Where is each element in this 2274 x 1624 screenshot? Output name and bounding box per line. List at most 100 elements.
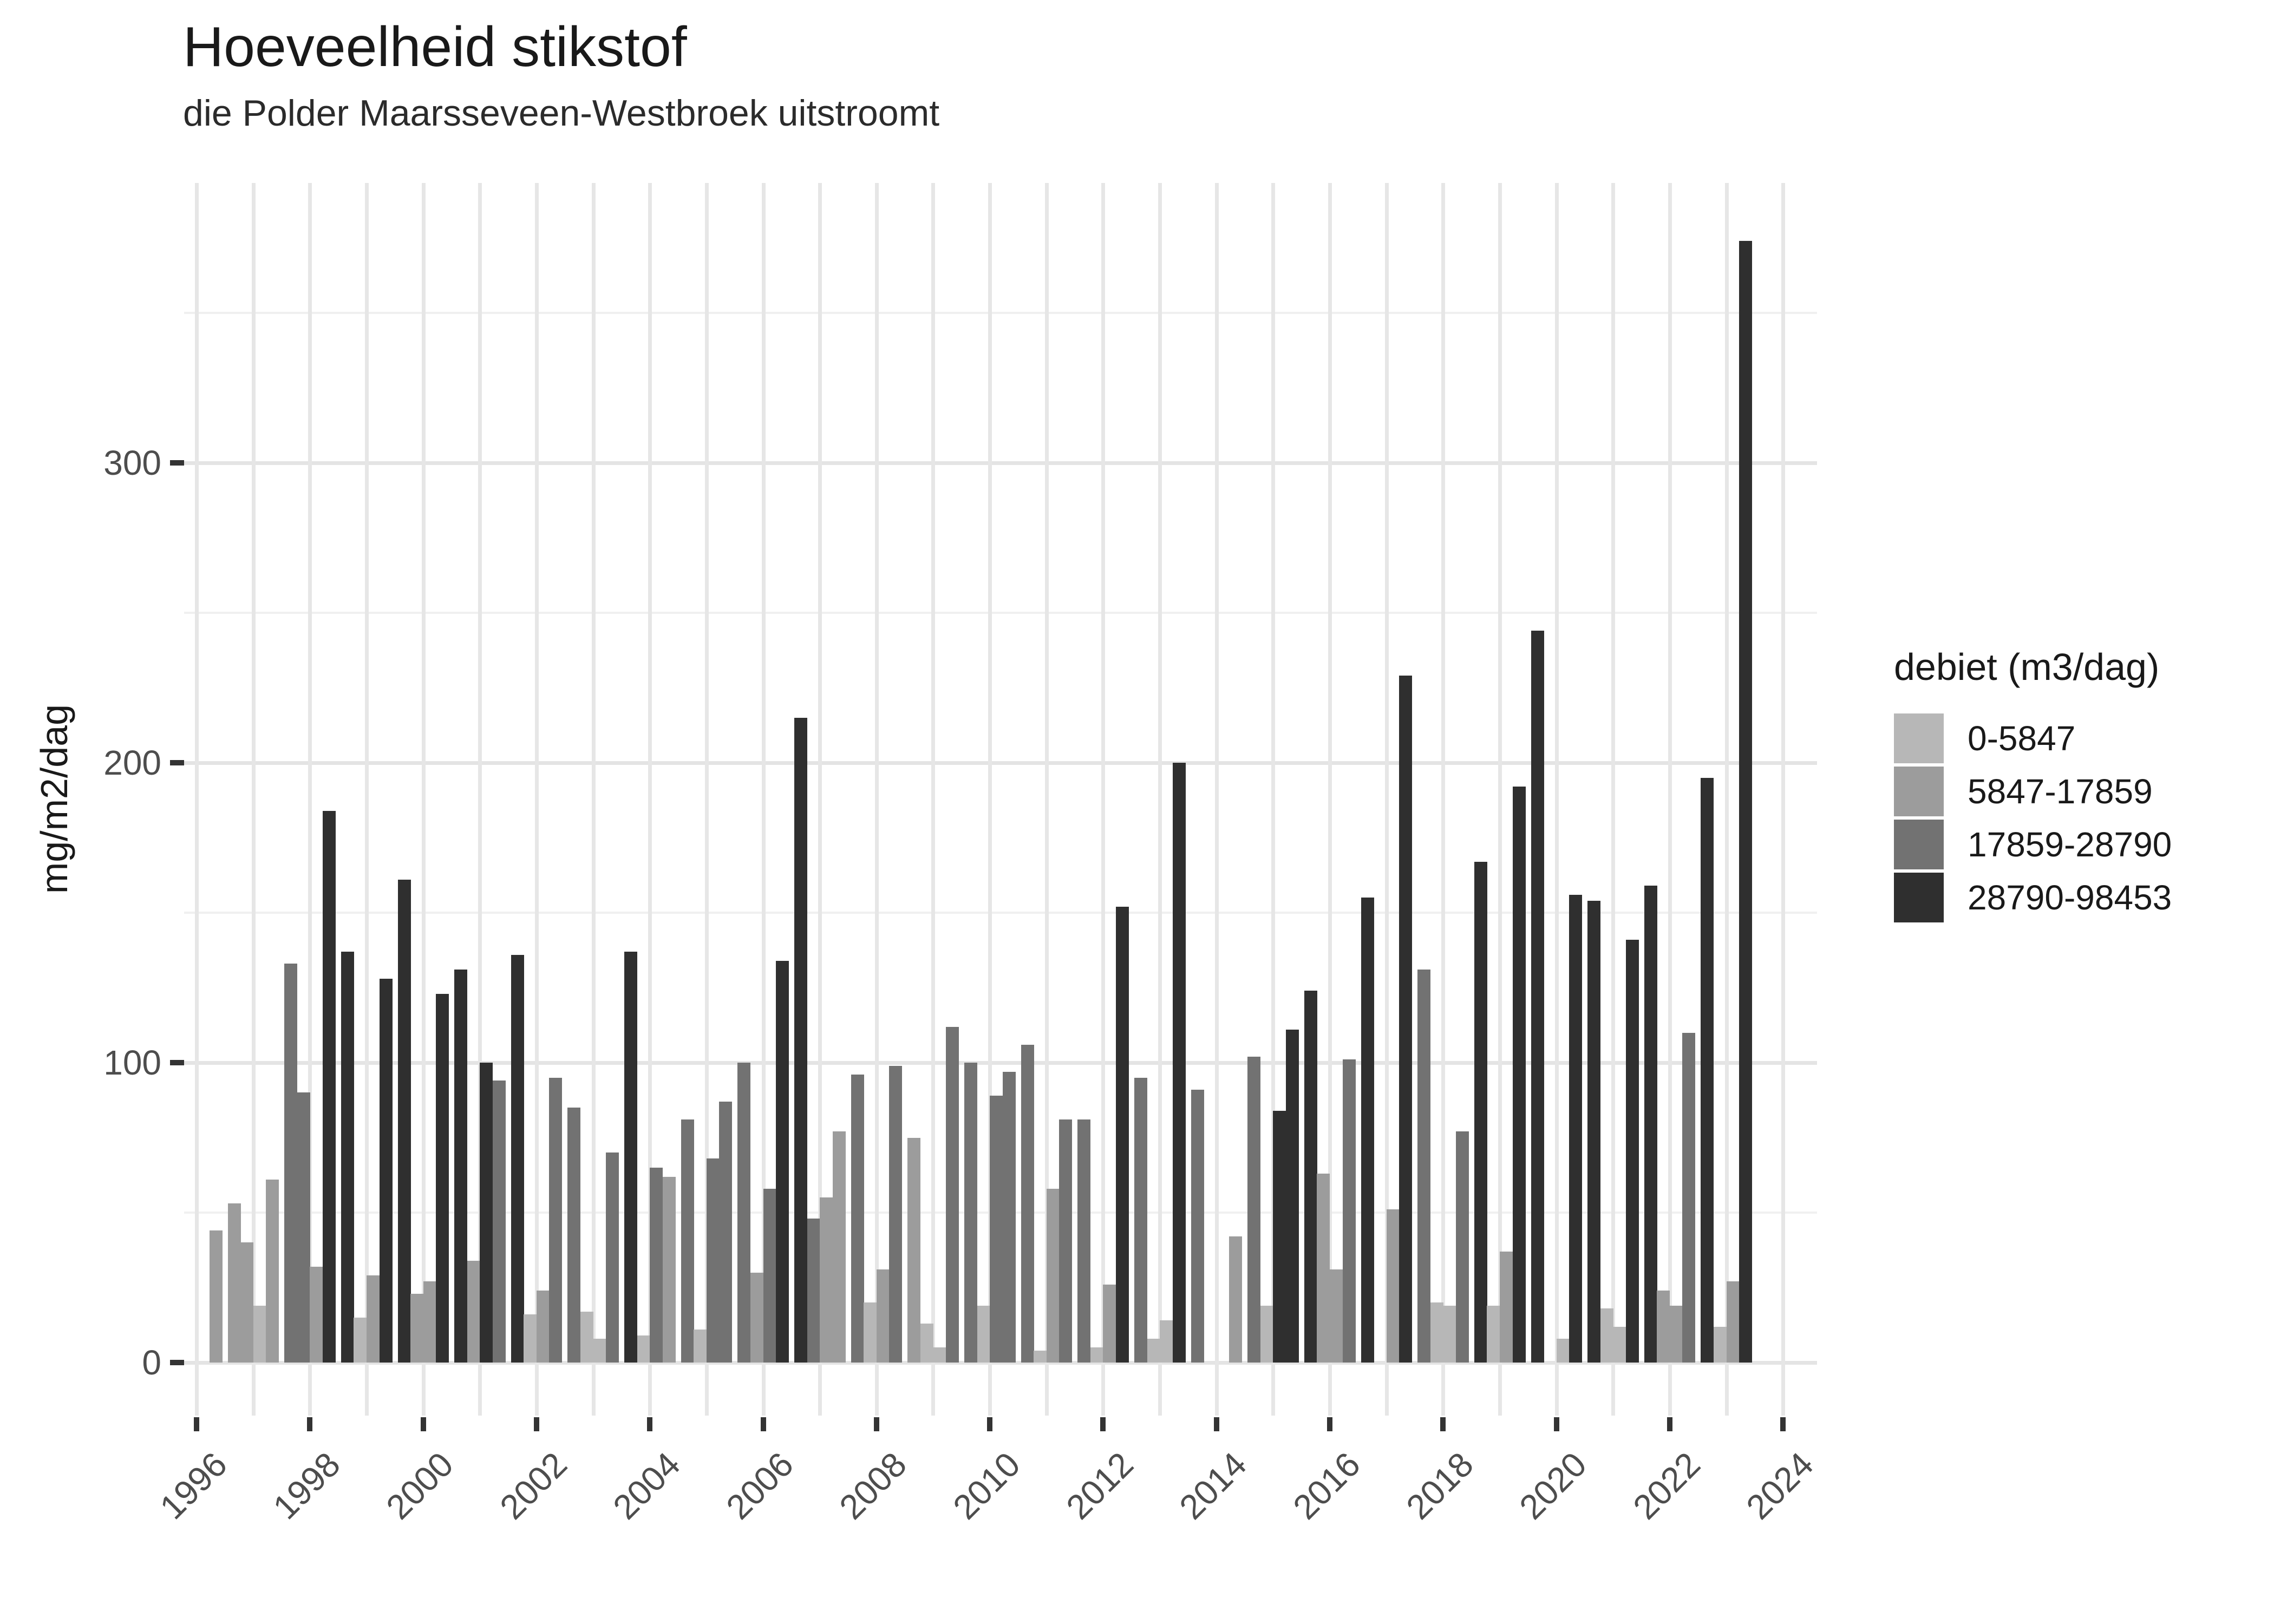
bar-2011-Q1 <box>1021 1044 1034 1363</box>
gridline-minor <box>184 612 1817 614</box>
bar-2009-Q3 <box>933 1347 946 1363</box>
legend-item: 5847-17859 <box>1894 767 2172 816</box>
legend-item: 17859-28790 <box>1894 820 2172 869</box>
bar-2003-Q3 <box>593 1338 606 1363</box>
bar-2010-Q2 <box>977 1305 990 1363</box>
bar-2000-Q4 <box>436 993 449 1363</box>
bar-2019-Q1 <box>1474 861 1487 1363</box>
bar-2010-Q1 <box>964 1063 978 1363</box>
x-tick-mark <box>1213 1417 1219 1431</box>
gridline-year <box>1328 183 1332 1416</box>
bar-2018-Q2 <box>1430 1302 1443 1363</box>
gridline-major <box>184 461 1817 465</box>
x-tick-label: 2006 <box>718 1444 801 1527</box>
gridline-year <box>1781 183 1786 1416</box>
bar-2008-Q3 <box>876 1269 890 1363</box>
bar-2001-Q3 <box>480 1063 493 1363</box>
legend-item: 0-5847 <box>1894 713 2172 763</box>
x-tick-mark <box>647 1417 653 1431</box>
gridline-year <box>1554 183 1559 1416</box>
bar-2007-Q4 <box>832 1131 846 1363</box>
y-tick-mark <box>170 1360 184 1365</box>
bar-2007-Q3 <box>820 1197 833 1363</box>
bar-1999-Q3 <box>366 1275 380 1363</box>
bar-2022-Q2 <box>1657 1291 1670 1363</box>
legend-swatch <box>1894 873 1944 922</box>
x-tick-mark <box>1667 1417 1672 1431</box>
bar-2000-Q3 <box>423 1281 436 1363</box>
gridline-major <box>184 1361 1817 1365</box>
bar-2014-Q1 <box>1191 1089 1204 1363</box>
bar-2011-Q2 <box>1034 1350 1047 1363</box>
x-tick-label: 2014 <box>1172 1444 1254 1527</box>
gridline-year <box>1611 183 1616 1416</box>
bar-2004-Q2 <box>637 1335 650 1363</box>
bar-2023-Q2 <box>1714 1326 1727 1363</box>
bar-2005-Q4 <box>719 1102 733 1363</box>
bar-2015-Q3 <box>1273 1110 1286 1363</box>
gridline-year <box>1384 183 1389 1416</box>
gridline-year <box>591 183 596 1416</box>
gridline-year <box>1271 183 1276 1416</box>
x-tick-mark <box>760 1417 766 1431</box>
legend-title: debiet (m3/dag) <box>1894 646 2160 688</box>
legend-swatch <box>1894 820 1944 869</box>
bar-2018-Q3 <box>1443 1305 1456 1363</box>
gridline-year <box>648 183 652 1416</box>
bar-2016-Q2 <box>1317 1173 1330 1363</box>
bar-2012-Q2 <box>1090 1347 1103 1363</box>
x-tick-label: 2008 <box>832 1444 914 1527</box>
x-tick-mark <box>1100 1417 1106 1431</box>
x-tick-label: 2010 <box>945 1444 1028 1527</box>
bar-2023-Q4 <box>1739 241 1753 1363</box>
chart-title: Hoeveelheid stikstof <box>183 16 687 78</box>
bar-2001-Q4 <box>492 1081 506 1363</box>
y-tick-label: 100 <box>103 1043 161 1082</box>
gridline-year <box>761 183 766 1416</box>
bar-2016-Q1 <box>1304 991 1317 1363</box>
bar-2013-Q3 <box>1160 1320 1173 1363</box>
gridline-year <box>818 183 822 1416</box>
legend-item: 28790-98453 <box>1894 873 2172 922</box>
gridline-year <box>1498 183 1502 1416</box>
bar-2007-Q2 <box>807 1219 820 1363</box>
bar-1997-Q4 <box>266 1180 279 1363</box>
bar-2007-Q1 <box>794 717 808 1363</box>
bar-2003-Q4 <box>606 1152 619 1363</box>
bar-2021-Q4 <box>1625 939 1639 1363</box>
bar-2020-Q3 <box>1556 1338 1570 1363</box>
bar-2011-Q4 <box>1059 1119 1073 1363</box>
bar-2000-Q1 <box>397 880 411 1363</box>
bar-1999-Q4 <box>379 978 393 1363</box>
bar-2013-Q2 <box>1147 1338 1160 1363</box>
bar-2006-Q4 <box>776 960 789 1363</box>
gridline-year <box>1158 183 1162 1416</box>
bar-2010-Q3 <box>990 1095 1003 1363</box>
bar-2001-Q1 <box>454 970 468 1363</box>
legend-item-label: 17859-28790 <box>1968 825 2172 864</box>
bar-1999-Q2 <box>354 1317 367 1363</box>
bar-2012-Q4 <box>1115 906 1129 1363</box>
bar-2015-Q4 <box>1285 1030 1299 1363</box>
bar-2011-Q3 <box>1046 1188 1060 1363</box>
bar-2012-Q1 <box>1077 1119 1091 1363</box>
bar-2009-Q4 <box>946 1026 959 1363</box>
bar-2020-Q1 <box>1531 631 1544 1363</box>
gridline-year <box>1441 183 1446 1416</box>
bar-2017-Q3 <box>1386 1209 1400 1363</box>
bar-2017-Q4 <box>1399 676 1413 1363</box>
bar-2017-Q1 <box>1361 898 1374 1363</box>
x-tick-mark <box>1440 1417 1446 1431</box>
bar-2000-Q2 <box>410 1293 424 1363</box>
bar-2006-Q3 <box>763 1188 776 1363</box>
gridline-year <box>1668 183 1672 1416</box>
gridline-minor <box>184 912 1817 914</box>
gridline-year <box>364 183 369 1416</box>
gridline-year <box>988 183 992 1416</box>
bar-2018-Q1 <box>1417 970 1431 1363</box>
gridline-year <box>478 183 482 1416</box>
x-tick-mark <box>307 1417 313 1431</box>
bar-2020-Q4 <box>1569 894 1583 1363</box>
legend-item-label: 0-5847 <box>1968 719 2076 758</box>
bar-2004-Q4 <box>662 1176 676 1363</box>
